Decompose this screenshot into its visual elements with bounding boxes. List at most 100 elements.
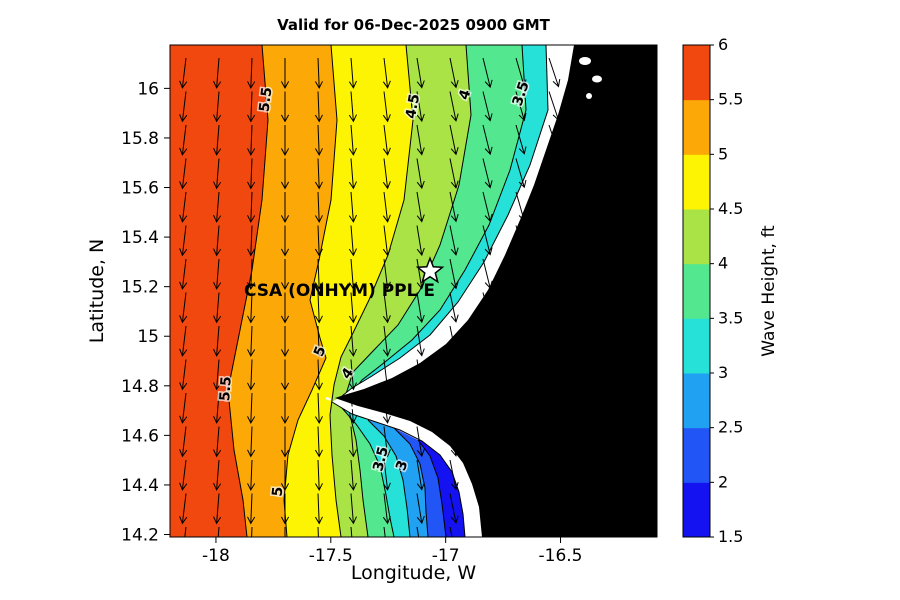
- data-edge-line-south: [331, 401, 466, 537]
- wave-arrow: [449, 459, 459, 491]
- wave-arrow: [251, 526, 253, 537]
- colorbar-tick-label: 6: [718, 35, 728, 54]
- wave-arrow: [213, 91, 222, 123]
- wave-arrow: [317, 526, 319, 537]
- wave-arrow: [247, 292, 256, 324]
- wave-arrow: [213, 225, 222, 257]
- wave-arrow: [314, 124, 323, 157]
- wave-arrow: [247, 359, 256, 391]
- colorbar-band: [683, 99, 710, 155]
- wave-arrow: [247, 493, 256, 525]
- wave-arrow: [449, 258, 459, 290]
- wave-arrow: [247, 225, 256, 257]
- wave-arrow: [416, 426, 425, 458]
- wave-arrow: [314, 459, 323, 492]
- wave-arrow: [213, 426, 222, 458]
- x-tick-label: -17: [432, 546, 460, 566]
- wave-arrow: [382, 91, 391, 123]
- site-marker-label: CSA (ONHYM) PPL E: [244, 281, 435, 301]
- wave-arrow: [449, 57, 459, 89]
- colorbar-tick-label: 2.5: [718, 418, 743, 437]
- wave-arrow: [213, 292, 222, 324]
- wave-arrow: [348, 191, 357, 223]
- wave-arrow: [348, 158, 357, 190]
- contour-band-4-4.5: [330, 45, 471, 537]
- wave-arrow: [548, 57, 561, 88]
- wave-arrow: [416, 57, 425, 89]
- contour-bands: [170, 45, 548, 537]
- wave-arrow: [314, 292, 323, 324]
- plot-title: Valid for 06-Dec-2025 0900 GMT: [277, 16, 550, 34]
- wave-arrow: [348, 426, 357, 458]
- wave-arrow: [247, 57, 256, 90]
- y-tick-label: 15: [137, 327, 159, 347]
- wave-arrow: [416, 325, 425, 357]
- wave-arrow: [416, 292, 425, 324]
- wave-arrow: [179, 158, 188, 190]
- wave-arrow: [515, 91, 527, 122]
- wave-arrow: [213, 392, 222, 424]
- wave-arrow: [416, 258, 425, 290]
- colorbar-band: [683, 263, 710, 319]
- colorbar-tick-label: 5: [718, 144, 728, 163]
- colorbar: 1.5 2 2.5 3 3.5 4 4.5 5 5.5 6: [682, 35, 743, 546]
- colorbar-band: [683, 373, 710, 429]
- wave-arrow: [348, 57, 357, 89]
- contour-line-l25: [393, 427, 429, 537]
- x-tick-label: -17.5: [309, 546, 353, 566]
- wave-arrow: [247, 158, 256, 190]
- wave-arrow: [213, 493, 222, 525]
- wave-arrow: [382, 158, 391, 190]
- wave-arrow: [179, 91, 188, 123]
- wave-arrow: [416, 493, 425, 525]
- wave-arrow: [184, 526, 187, 537]
- wave-arrow: [280, 91, 290, 123]
- wave-arrow: [348, 325, 357, 357]
- contour-line-l5: [283, 45, 338, 537]
- x-axis-label: Longitude, W: [350, 562, 477, 584]
- wave-arrow: [213, 325, 222, 357]
- wave-arrow: [416, 225, 425, 257]
- wave-arrow: [449, 191, 459, 223]
- wave-arrow: [348, 225, 357, 257]
- wave-arrow: [280, 259, 290, 291]
- land-mass: [335, 45, 657, 537]
- y-tick-label: 15.6: [121, 179, 159, 199]
- site-marker-star: [415, 256, 445, 284]
- wave-arrow: [179, 124, 188, 156]
- wave-arrow: [247, 325, 256, 358]
- wave-arrow: [348, 124, 357, 156]
- wave-arrow: [179, 493, 188, 525]
- wave-arrow: [247, 459, 256, 492]
- contour-label: 5.5: [217, 376, 235, 402]
- wave-arrow: [179, 359, 188, 391]
- contour-line-l4: [345, 45, 472, 537]
- wave-arrow: [382, 57, 391, 89]
- colorbar-tick-label: 4.5: [718, 199, 743, 218]
- colorbar-band: [683, 318, 710, 374]
- wave-arrow: [382, 459, 391, 491]
- colorbar-band: [683, 427, 710, 483]
- contour-band-3.5-4: [342, 45, 526, 537]
- colorbar-band: [683, 154, 710, 210]
- colorbar-band: [683, 482, 710, 538]
- wave-arrow: [515, 124, 527, 155]
- colorbar-border: [682, 44, 711, 538]
- wave-arrow: [213, 124, 222, 156]
- plot-box: [169, 44, 658, 538]
- wave-arrow: [179, 57, 188, 89]
- wave-arrow: [382, 325, 391, 357]
- coastal-islet: [592, 75, 602, 83]
- data-edge-line-north: [341, 45, 549, 397]
- wave-arrow: [179, 258, 188, 290]
- wave-arrow: [350, 526, 353, 537]
- wave-arrow: [382, 493, 391, 525]
- wave-arrow: [314, 57, 323, 90]
- wave-arrow: [348, 459, 357, 491]
- tick-labels: -18 -17.5 -17 -16.5 16 15.8 15.6 15.4 15.2 15 14.8…: [121, 79, 582, 566]
- x-tick-label: -16.5: [539, 546, 583, 566]
- contour-line-l55: [227, 45, 269, 537]
- y-tick-label: 16: [137, 79, 159, 99]
